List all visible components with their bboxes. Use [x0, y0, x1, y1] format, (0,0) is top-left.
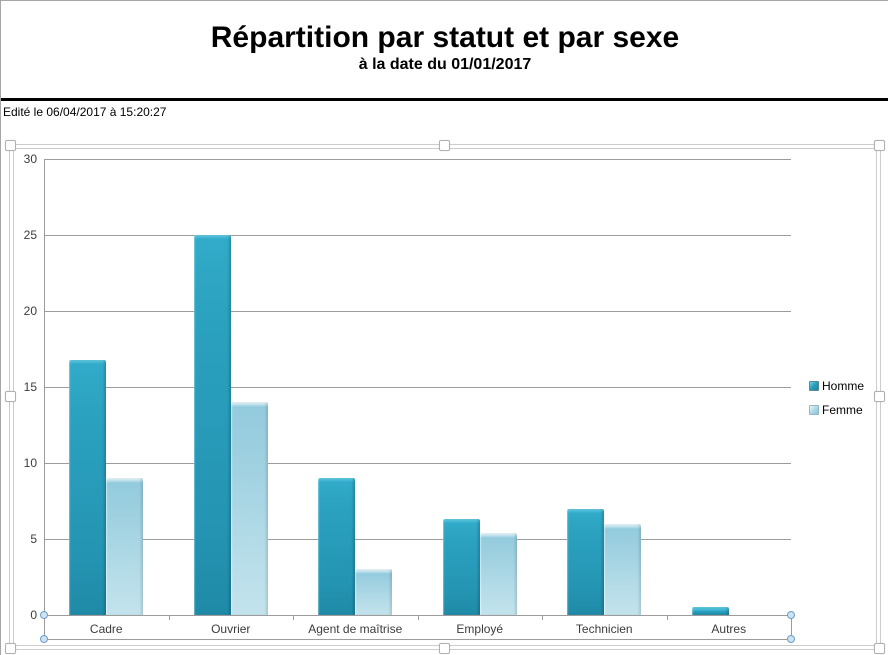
gridline-5: [44, 539, 791, 540]
x-axis-tick: [542, 615, 543, 620]
edited-timestamp: Edité le 06/04/2017 à 15:20:27: [3, 105, 167, 119]
bar-femme-agent-de-maitrise[interactable]: [355, 569, 393, 615]
axis-selection-handle-3[interactable]: [787, 635, 795, 643]
category-axis-right-line: [791, 615, 792, 639]
bar-femme-ouvrier[interactable]: [230, 402, 268, 615]
resize-handle-top-left[interactable]: [5, 140, 16, 151]
category-label-autres: Autres: [711, 622, 747, 636]
bar-femme-cadre[interactable]: [106, 478, 144, 615]
bar-homme-agent-de-maitrise[interactable]: [318, 478, 356, 615]
bar-femme-employe[interactable]: [479, 532, 517, 615]
category-label-ouvrier: Ouvrier: [211, 622, 251, 636]
category-label-employe: Employé: [456, 622, 504, 636]
bar-homme-autres[interactable]: [691, 607, 729, 615]
category-label-cadre: Cadre: [89, 622, 123, 636]
gridline-30: [44, 159, 791, 160]
resize-handle-bottom-right[interactable]: [874, 643, 885, 654]
gridline-20: [44, 311, 791, 312]
bar-homme-employe[interactable]: [442, 519, 480, 615]
bar-femme-technicien[interactable]: [604, 523, 642, 615]
resize-handle-top-right[interactable]: [874, 140, 885, 151]
bar-homme-technicien[interactable]: [567, 508, 605, 615]
axis-selection-handle-0[interactable]: [40, 611, 48, 619]
category-label-technicien: Technicien: [575, 622, 633, 636]
y-axis-label-5: 5: [30, 532, 37, 546]
x-axis-tick: [417, 615, 419, 620]
separator-line: [1, 98, 888, 101]
y-axis-label-20: 20: [23, 304, 37, 318]
resize-handle-bottom-middle[interactable]: [439, 643, 450, 654]
bar-homme-cadre[interactable]: [69, 359, 107, 615]
report-title: Répartition par statut et par sexe: [210, 21, 680, 54]
legend-label-homme: Homme: [822, 379, 865, 393]
y-axis-label-30: 30: [23, 152, 37, 166]
bar-homme-ouvrier[interactable]: [193, 235, 231, 615]
y-axis-label-25: 25: [23, 228, 37, 242]
report-subtitle: à la date du 01/01/2017: [358, 56, 532, 73]
chart-selection-frame[interactable]: [5, 140, 885, 654]
y-axis-label-0: 0: [30, 608, 37, 622]
legend-marker-homme: [809, 381, 819, 391]
y-axis-label-10: 10: [23, 456, 37, 470]
resize-handle-top-middle[interactable]: [439, 140, 450, 151]
gridline-25: [44, 235, 791, 236]
y-axis-label-15: 15: [23, 380, 37, 394]
category-label-bottom-line: [44, 639, 791, 640]
x-axis-tick: [293, 615, 294, 620]
resize-handle-bottom-left[interactable]: [5, 643, 16, 654]
legend-marker-femme: [809, 405, 819, 415]
resize-handle-middle-right[interactable]: [874, 391, 885, 402]
axis-selection-handle-1[interactable]: [40, 635, 48, 643]
axis-selection-handle-2[interactable]: [787, 611, 795, 619]
gridline-10: [44, 463, 791, 464]
resize-handle-middle-left[interactable]: [5, 391, 16, 402]
category-label-agent-de-maitrise: Agent de maîtrise: [308, 622, 403, 636]
x-axis-tick: [168, 615, 170, 620]
x-axis-tick: [666, 615, 668, 620]
legend-item-homme[interactable]: Homme: [809, 378, 864, 394]
legend-item-femme[interactable]: Femme: [809, 402, 863, 418]
legend-label-femme: Femme: [822, 403, 863, 417]
gridline-15: [44, 387, 791, 388]
y-axis-line: [44, 159, 45, 639]
